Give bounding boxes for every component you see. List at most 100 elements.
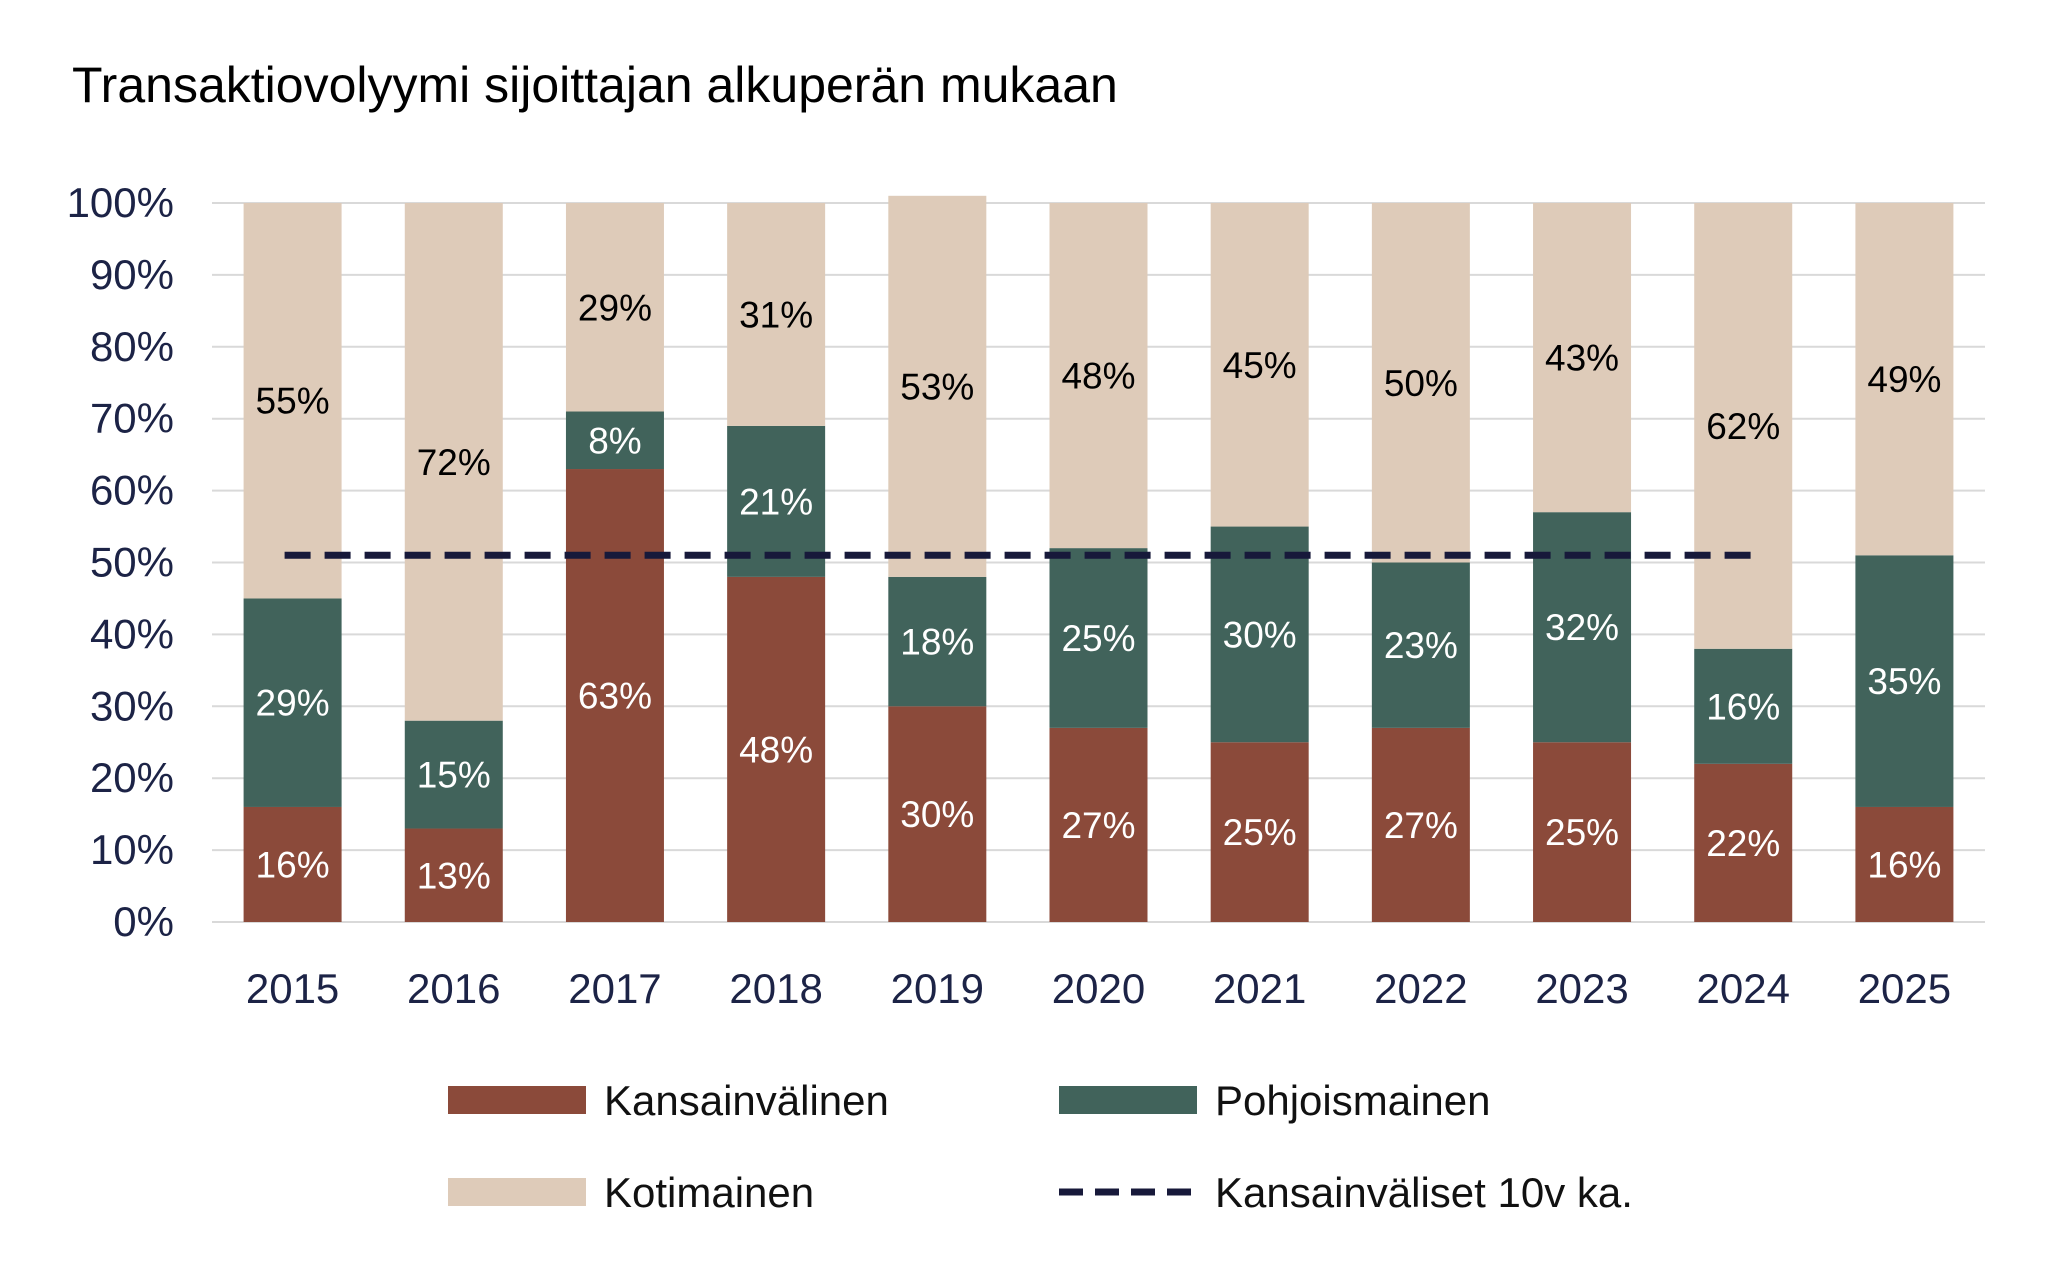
y-tick-label: 90% [90, 251, 174, 298]
bar-segment [1371, 562, 1470, 728]
x-tick-label: 2021 [1213, 965, 1306, 1012]
bar-segment [727, 576, 826, 922]
y-tick-label: 40% [90, 610, 174, 657]
bar-segment [1210, 526, 1309, 743]
x-tick-label: 2019 [891, 965, 984, 1012]
bar-segment [1049, 548, 1148, 728]
data-label: 16% [1706, 686, 1780, 727]
bar-segment [888, 576, 987, 707]
data-label: 45% [1223, 345, 1297, 386]
x-tick-label: 2020 [1052, 965, 1145, 1012]
bar-segment [243, 203, 342, 599]
bar-segment [565, 203, 664, 412]
y-tick-label: 50% [90, 539, 174, 586]
data-label: 30% [1223, 614, 1297, 655]
x-tick-label: 2023 [1535, 965, 1628, 1012]
legend-swatch [448, 1086, 586, 1114]
bar-segment [1049, 727, 1148, 922]
y-tick-label: 100% [67, 179, 174, 226]
legend-label: Kansainväliset 10v ka. [1215, 1169, 1633, 1216]
bar-segment [1855, 555, 1954, 807]
y-tick-label: 30% [90, 682, 174, 729]
bar-segment [1371, 203, 1470, 563]
data-label: 25% [1061, 618, 1135, 659]
data-label: 55% [256, 381, 330, 422]
data-label: 72% [417, 442, 491, 483]
data-label: 32% [1545, 607, 1619, 648]
y-axis: 0% 10% 20% 30% 40% 50% 60% 70% 80% 90% 100% [67, 179, 174, 945]
y-tick-label: 10% [90, 826, 174, 873]
y-tick-label: 70% [90, 395, 174, 442]
data-label: 48% [1061, 356, 1135, 397]
y-tick-label: 80% [90, 323, 174, 370]
x-axis: 2015 2016 2017 2018 2019 2020 2021 2022 2023 2024… [246, 965, 1951, 1012]
bar-segment [1694, 648, 1793, 764]
legend-label: Pohjoismainen [1215, 1077, 1491, 1124]
data-label: 23% [1384, 625, 1458, 666]
data-label: 29% [578, 287, 652, 328]
bar-segment [888, 195, 987, 577]
bar-segment [1049, 203, 1148, 549]
data-label: 29% [256, 683, 330, 724]
data-label: 50% [1384, 363, 1458, 404]
legend-label: Kotimainen [604, 1169, 814, 1216]
bar-segment [1371, 727, 1470, 922]
legend: Kansainvälinen Pohjoismainen Kotimainen Kan… [448, 1077, 1633, 1216]
bar-segment [404, 720, 503, 829]
y-tick-label: 0% [113, 898, 174, 945]
bar-segment [1210, 203, 1309, 527]
y-tick-label: 20% [90, 754, 174, 801]
bar-segment [1855, 203, 1954, 556]
data-label: 18% [900, 622, 974, 663]
bar-segment [1855, 806, 1954, 922]
y-tick-label: 60% [90, 467, 174, 514]
bar-segment [888, 706, 987, 922]
bar-segment [1533, 512, 1632, 743]
data-label: 16% [256, 844, 330, 885]
bar-segment [1694, 203, 1793, 649]
chart-title: Transaktiovolyymi sijoittajan alkuperän … [72, 57, 1118, 113]
x-tick-label: 2025 [1858, 965, 1951, 1012]
data-label: 13% [417, 855, 491, 896]
x-tick-label: 2016 [407, 965, 500, 1012]
data-label: 43% [1545, 338, 1619, 379]
bar-segment [565, 411, 664, 470]
data-label: 27% [1061, 805, 1135, 846]
data-label: 25% [1223, 812, 1297, 853]
bar-segment [1533, 742, 1632, 922]
bar-segment [1694, 763, 1793, 922]
legend-swatch [1059, 1086, 1197, 1114]
bar-segment [404, 203, 503, 721]
data-label: 63% [578, 676, 652, 717]
bar-segment [243, 806, 342, 922]
data-label: 35% [1867, 661, 1941, 702]
data-label: 48% [739, 729, 813, 770]
x-tick-label: 2017 [568, 965, 661, 1012]
bar-segment [727, 203, 826, 426]
data-label: 31% [739, 294, 813, 335]
data-label: 30% [900, 794, 974, 835]
data-label: 16% [1867, 844, 1941, 885]
data-label: 21% [739, 481, 813, 522]
legend-swatch [448, 1178, 586, 1206]
data-label: 62% [1706, 406, 1780, 447]
bar-segment [1533, 203, 1632, 513]
bar-segment [1210, 742, 1309, 922]
bars: 16% 29% 55% 13% 15% 72% 63% 8% 29% 48% 21% 31% 30% 18… [243, 195, 1954, 922]
x-tick-label: 2018 [729, 965, 822, 1012]
x-tick-label: 2022 [1374, 965, 1467, 1012]
data-label: 27% [1384, 805, 1458, 846]
data-label: 25% [1545, 812, 1619, 853]
data-label: 8% [588, 420, 641, 461]
data-label: 22% [1706, 823, 1780, 864]
x-tick-label: 2024 [1697, 965, 1790, 1012]
bar-segment [565, 469, 664, 922]
data-label: 15% [417, 755, 491, 796]
data-label: 53% [900, 366, 974, 407]
bar-segment [404, 828, 503, 922]
data-label: 49% [1867, 359, 1941, 400]
bar-segment [727, 425, 826, 577]
x-tick-label: 2015 [246, 965, 339, 1012]
bar-segment [243, 598, 342, 807]
